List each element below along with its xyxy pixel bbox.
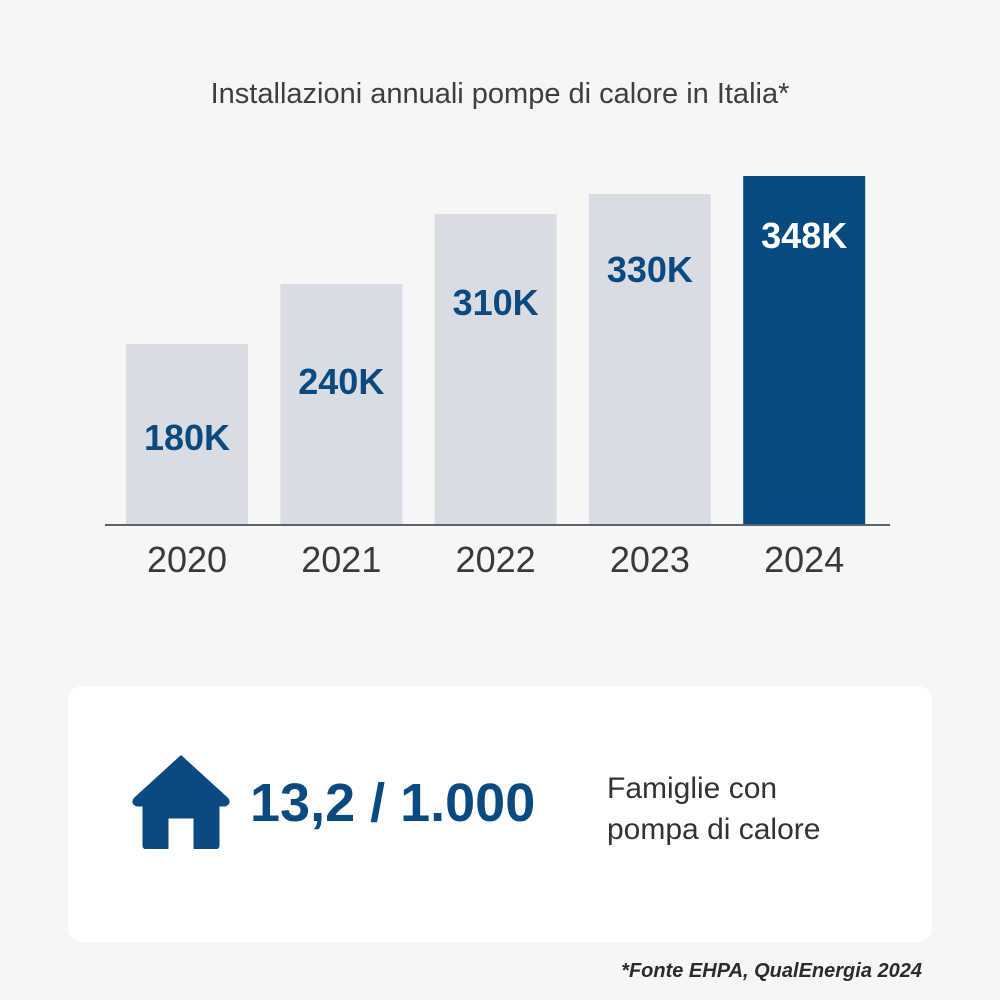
data-label: 240K (298, 361, 384, 402)
house-icon (132, 755, 230, 849)
x-tick-label: 2020 (147, 539, 227, 580)
stat-description-line1: Famiglie con (607, 772, 778, 805)
x-tick-label: 2022 (456, 539, 536, 580)
data-label: 180K (144, 417, 230, 458)
x-tick-label: 2024 (764, 539, 844, 580)
bar-2022 (434, 214, 557, 524)
stat-description: Famiglie con pompa di calore (607, 768, 907, 850)
stat-value: 13,2 / 1.000 (250, 773, 536, 833)
x-tick-label: 2023 (610, 539, 690, 580)
data-label: 348K (761, 215, 847, 256)
chart-title: Installazioni annuali pompe di calore in… (210, 78, 790, 110)
bar-2020 (126, 344, 248, 524)
data-label: 310K (453, 282, 539, 323)
bar-2023 (588, 194, 711, 524)
x-tick-label: 2021 (301, 539, 381, 580)
data-label: 330K (607, 249, 693, 290)
stat-description-line2: pompa di calore (607, 813, 821, 846)
bar-2021 (280, 284, 403, 524)
bar-chart: 180K 2020 240K 2021 310K 2022 330K 2023 348K 2024 (105, 176, 890, 580)
source-note: *Fonte EHPA, QualEnergia 2024 (621, 960, 922, 982)
bar-2024 (743, 176, 866, 524)
